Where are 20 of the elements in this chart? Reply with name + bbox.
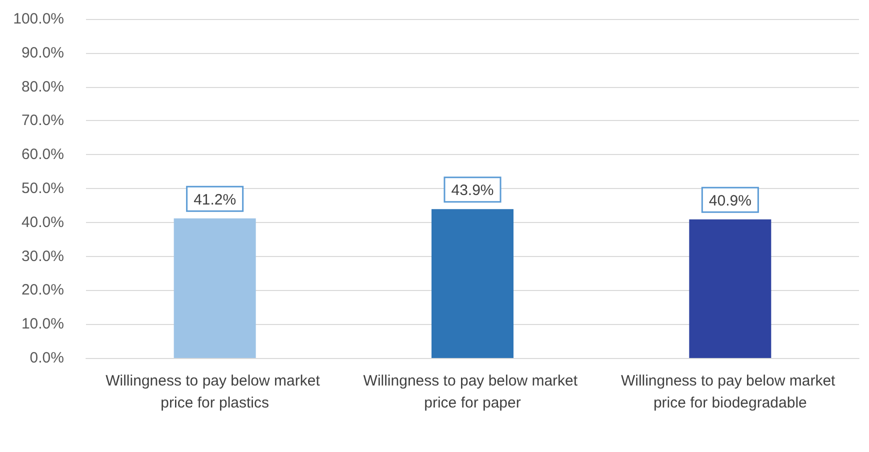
y-tick-label: 10.0%	[21, 316, 64, 333]
y-tick-label: 70.0%	[21, 112, 64, 130]
y-tick-label: 0.0%	[30, 350, 64, 366]
y-tick-label: 50.0%	[21, 180, 64, 197]
data-label: 40.9%	[708, 192, 752, 210]
y-tick-label: 100.0%	[13, 10, 64, 28]
data-label: 41.2%	[194, 191, 236, 208]
y-tick-label: 20.0%	[21, 282, 64, 299]
y-tick-label: 30.0%	[21, 248, 64, 265]
y-tick-label: 60.0%	[21, 146, 64, 164]
x-tick-label: Willingness to pay below market price for plastics	[106, 372, 324, 412]
bar	[174, 218, 256, 358]
y-tick-label: 90.0%	[21, 44, 64, 62]
bar	[689, 219, 772, 358]
x-tick-label: Willingness to pay below market price for paper	[363, 372, 582, 412]
data-label: 43.9%	[451, 182, 494, 200]
y-tick-label: 40.0%	[21, 214, 64, 231]
x-tick-label: Willingness to pay below market price for biodegradable	[620, 372, 840, 412]
y-tick-label: 80.0%	[21, 78, 64, 96]
bar	[432, 209, 514, 358]
